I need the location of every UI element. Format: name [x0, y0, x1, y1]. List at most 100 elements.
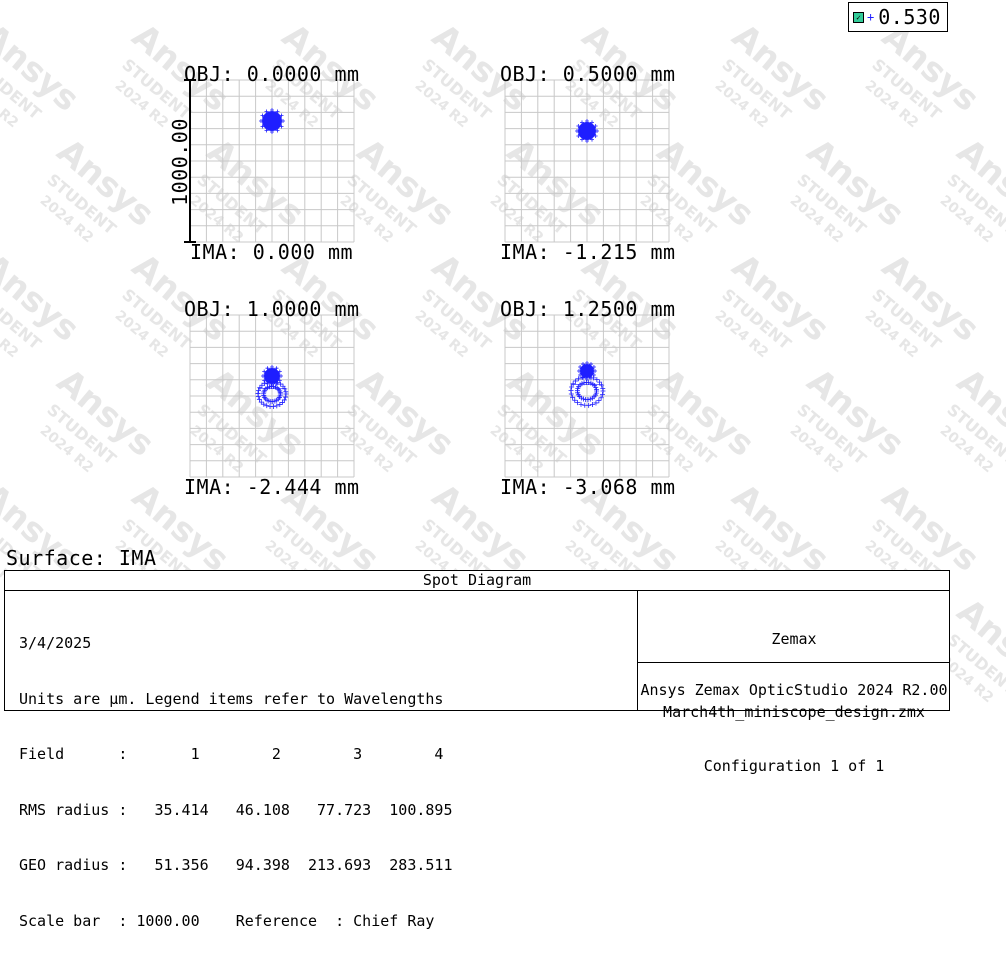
- ray-point: [585, 377, 589, 381]
- ray-point: [270, 365, 274, 369]
- ray-point: [593, 400, 599, 406]
- ray-point: [593, 369, 597, 373]
- ray-point: [591, 373, 596, 377]
- ray-point: [580, 120, 584, 125]
- legend-marker-icon: +: [867, 10, 875, 24]
- svg-text:STUDENT: STUDENT: [943, 630, 1006, 699]
- spot-panel-4: [504, 314, 670, 478]
- ray-point: [260, 113, 265, 118]
- surface-label: Surface: IMA: [6, 546, 157, 570]
- ray-point: [264, 403, 270, 409]
- legend: ✓ + 0.530: [848, 2, 948, 32]
- ray-point: [275, 109, 280, 114]
- spot-core: [580, 364, 594, 378]
- ray-point: [259, 119, 263, 123]
- ray-point: [576, 134, 581, 138]
- ray-point: [270, 130, 274, 134]
- ray-point: [570, 394, 576, 400]
- ray-point: [585, 139, 589, 143]
- info-rms-row: RMS radius : 35.414 46.108 77.723 100.89…: [19, 800, 453, 819]
- ray-point: [277, 401, 283, 407]
- info-file: March4th_miniscope_design.zmx: [663, 703, 925, 721]
- ray-point: [265, 381, 270, 386]
- ray-point: [581, 362, 585, 367]
- ray-point: [587, 396, 593, 402]
- ray-point: [589, 375, 593, 380]
- ray-point: [593, 387, 599, 392]
- ray-point: [598, 395, 604, 401]
- ray-point: [575, 400, 581, 406]
- ray-point: [591, 365, 596, 369]
- ray-point: [582, 402, 588, 408]
- ray-point: [578, 365, 583, 369]
- ray-point: [283, 394, 289, 400]
- field-1-ima-label: IMA: 0.000 mm: [190, 240, 354, 264]
- ray-point: [590, 137, 594, 142]
- ray-point: [283, 389, 289, 395]
- ray-point: [576, 124, 581, 128]
- scale-bar: [184, 79, 196, 243]
- ray-point: [277, 369, 282, 374]
- ray-point: [579, 381, 585, 387]
- ray-point: [279, 399, 285, 405]
- ray-point: [583, 397, 589, 403]
- ray-point: [262, 369, 267, 374]
- ray-point: [279, 124, 284, 129]
- ray-point: [255, 391, 261, 397]
- field-4-obj-label: OBJ: 1.2500 mm: [500, 297, 676, 321]
- info-file-block: March4th_miniscope_design.zmx Configurat…: [638, 667, 950, 811]
- info-config: Configuration 1 of 1: [703, 757, 885, 775]
- info-divider: [637, 590, 638, 711]
- ray-point: [282, 386, 288, 392]
- spot-panel-1: [189, 79, 355, 243]
- legend-checkbox-icon[interactable]: ✓: [853, 11, 864, 23]
- ray-point: [267, 403, 273, 409]
- ray-point: [590, 120, 594, 125]
- ray-point: [258, 399, 264, 405]
- info-title: Spot Diagram: [5, 571, 949, 591]
- svg-text:Ansys: Ansys: [949, 591, 1006, 694]
- ray-point: [572, 378, 578, 384]
- info-units: Units are µm. Legend items refer to Wave…: [19, 689, 444, 708]
- ray-point: [280, 383, 286, 389]
- ray-point: [576, 376, 582, 382]
- ray-point: [275, 128, 280, 133]
- legend-wavelength: 0.530: [878, 5, 941, 29]
- ray-point: [265, 366, 270, 371]
- ray-point: [577, 369, 581, 373]
- ray-point: [270, 383, 274, 387]
- ray-point: [596, 398, 602, 404]
- ray-point: [260, 124, 265, 129]
- ray-point: [593, 124, 598, 128]
- ray-point: [569, 384, 575, 390]
- spot-diagram-plot: [184, 79, 670, 478]
- ray-point: [595, 129, 599, 133]
- field-4-ima-label: IMA: -3.068 mm: [500, 475, 676, 499]
- ray-point: [585, 361, 589, 365]
- ray-point: [274, 381, 279, 386]
- ray-point: [264, 128, 269, 133]
- field-3-obj-label: OBJ: 1.0000 mm: [184, 297, 360, 321]
- ray-point: [274, 403, 280, 409]
- field-1-obj-label: OBJ: 0.0000 mm: [184, 62, 360, 86]
- ray-point: [277, 390, 283, 396]
- info-divider-horizontal: [637, 662, 950, 663]
- ray-point: [264, 109, 269, 114]
- ray-point: [580, 137, 584, 142]
- spot-core: [262, 111, 282, 131]
- ray-point: [256, 397, 262, 403]
- ray-point: [600, 385, 606, 391]
- ray-point: [570, 381, 576, 387]
- ray-point: [599, 382, 605, 388]
- ray-point: [279, 374, 283, 378]
- field-2-obj-label: OBJ: 0.5000 mm: [500, 62, 676, 86]
- field-3-ima-label: IMA: -2.444 mm: [184, 475, 360, 499]
- spot-panel-2: [504, 79, 670, 243]
- ray-point: [270, 108, 274, 112]
- ray-point: [594, 377, 600, 383]
- ray-point: [279, 113, 284, 118]
- ray-point: [597, 379, 603, 385]
- ray-point: [281, 119, 285, 123]
- ray-point: [600, 391, 606, 397]
